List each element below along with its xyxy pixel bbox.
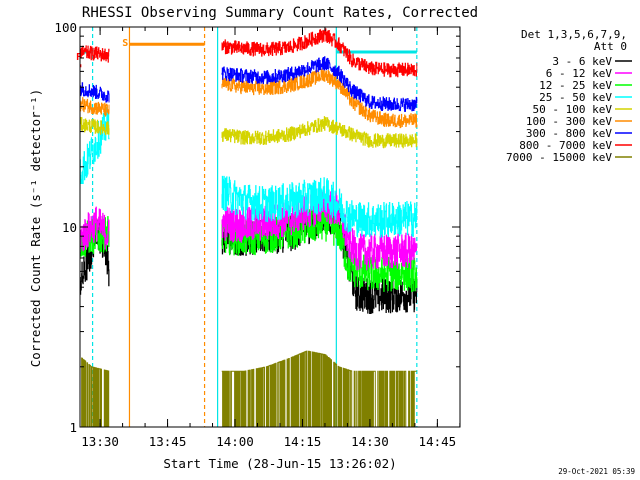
series-trace-6-seg2: [221, 68, 418, 129]
series-trace-2-seg1: [80, 206, 110, 252]
legend-entry-label: 12 - 25 keV: [539, 79, 612, 92]
y-tick-label: 1: [69, 420, 77, 435]
legend-entry-label: 100 - 300 keV: [526, 115, 612, 128]
series-trace-7-seg1: [80, 82, 110, 103]
legend-entry-label: 6 - 12 keV: [546, 67, 613, 80]
timestamp: 29-Oct-2021 05:39: [558, 467, 635, 476]
legend-entry-label: 300 - 800 keV: [526, 127, 612, 140]
x-tick-label: 13:30: [81, 434, 119, 449]
series-trace-5-seg2: [221, 116, 418, 149]
series-trace-4-seg2: [221, 175, 418, 238]
x-tick-label: 14:15: [284, 434, 322, 449]
x-tick-label: 14:00: [216, 434, 254, 449]
legend-detectors: Det 1,3,5,6,7,9,: [521, 28, 627, 41]
flag-label-f: F: [76, 52, 82, 63]
y-tick-label: 10: [62, 220, 77, 235]
x-tick-label: 13:45: [149, 434, 187, 449]
flag-label-s: S: [122, 38, 128, 49]
series-trace-8-seg1: [80, 45, 110, 63]
legend-entry-label: 3 - 6 keV: [552, 55, 612, 68]
series-trace-5-seg1: [80, 117, 110, 136]
legend-entry-label: 800 - 7000 keV: [519, 139, 612, 152]
series-trace-9-seg2: [221, 350, 417, 427]
series-trace-7-seg2: [221, 56, 418, 112]
x-tick-label: 14:45: [419, 434, 457, 449]
legend-attenuator: Att 0: [594, 40, 627, 53]
x-tick-label: 14:30: [351, 434, 389, 449]
y-axis-label: Corrected Count Rate (s⁻¹ detector⁻¹): [28, 89, 43, 367]
series-trace-8-seg2: [221, 28, 418, 78]
chart-title: RHESSI Observing Summary Count Rates, Co…: [82, 5, 478, 21]
legend-entry-label: 25 - 50 keV: [539, 91, 612, 104]
series-trace-9-seg1: [80, 355, 110, 427]
series-trace-4-seg1: [80, 107, 110, 186]
legend-entry-label: 7000 - 15000 keV: [506, 151, 612, 164]
legend-entry-label: 50 - 100 keV: [533, 103, 613, 116]
x-axis-label: Start Time (28-Jun-15 13:26:02): [163, 456, 396, 471]
series-trace-6-seg1: [80, 97, 110, 117]
y-tick-label: 100: [54, 20, 77, 35]
series-trace-1-seg1: [80, 216, 110, 295]
